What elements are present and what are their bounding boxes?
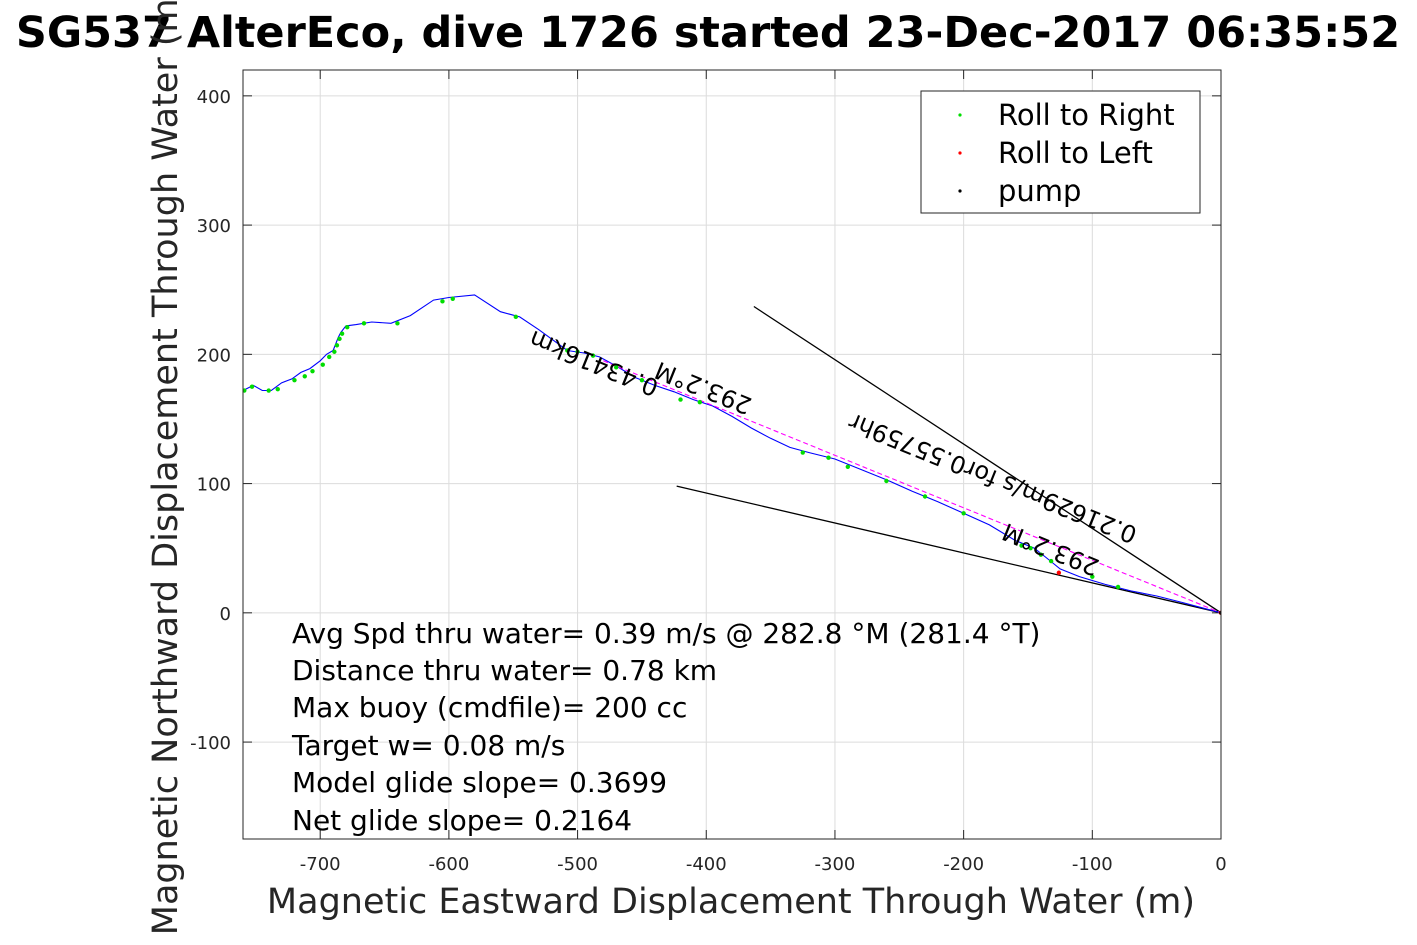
roll-right-point — [440, 299, 445, 304]
roll-right-point — [922, 494, 928, 499]
y-tick-label: 300 — [197, 216, 231, 237]
roll-right-point — [292, 377, 297, 383]
y-tick-label: 200 — [197, 345, 231, 366]
roll-right-point — [513, 314, 519, 320]
x-tick-label: -500 — [557, 854, 598, 875]
x-tick-label: -100 — [1072, 854, 1113, 875]
legend-label-pump: pump — [998, 174, 1081, 208]
roll-right-point — [243, 388, 247, 393]
roll-right-point — [332, 349, 337, 354]
roll-right-point — [590, 353, 596, 358]
roll-right-point — [575, 349, 580, 354]
roll-right-point — [1115, 584, 1121, 590]
y-tick-label: -100 — [190, 733, 231, 754]
roll-right-point — [1028, 546, 1033, 551]
roll-markers — [243, 296, 1221, 616]
roll-right-point — [345, 324, 350, 330]
roll-right-point — [961, 511, 966, 516]
x-axis-label: Magnetic Eastward Displacement Through W… — [267, 882, 1195, 922]
y-tick-label: 100 — [197, 475, 231, 496]
roll-right-point — [565, 348, 570, 353]
y-tick-label: 0 — [220, 604, 231, 625]
chart-title: SG537 AlterEco, dive 1726 started 23-Dec… — [16, 8, 1400, 58]
x-tick-label: -400 — [686, 854, 727, 875]
stat-distance: Distance thru water= 0.78 km — [292, 654, 717, 687]
stat-net-glide: Net glide slope= 0.2164 — [292, 804, 632, 837]
plot-frame — [242, 69, 1222, 840]
series-line-heading — [603, 360, 1221, 614]
roll-right-point — [613, 365, 619, 370]
roll-right-point — [266, 388, 271, 393]
roll-right-point — [337, 336, 342, 342]
heading-wedge — [676, 305, 1221, 614]
roll-right-point — [1019, 543, 1024, 548]
roll-right-point — [361, 321, 367, 326]
legend-label-roll-right: Roll to Right — [998, 98, 1175, 132]
stats-text-block: Avg Spd thru water= 0.39 m/s @ 282.8 °M … — [291, 617, 1040, 837]
y-axis-label: Magnetic Northward Displacement Through … — [146, 0, 186, 935]
roll-right-point — [327, 354, 332, 360]
roll-right-point — [884, 478, 889, 484]
roll-right-point — [320, 362, 325, 367]
roll-right-point — [845, 464, 851, 469]
roll-right-point — [339, 331, 345, 336]
roll-right-point — [395, 321, 400, 326]
legend-marker-roll-left — [958, 151, 962, 155]
x-tick-label: -200 — [943, 854, 984, 875]
stat-model-glide: Model glide slope= 0.3699 — [292, 766, 667, 799]
roll-right-point — [678, 397, 683, 402]
roll-right-point — [1048, 558, 1054, 564]
x-tick-label: -600 — [428, 854, 469, 875]
roll-right-point — [800, 450, 805, 455]
legend-box — [920, 90, 1201, 214]
legend-label-roll-left: Roll to Left — [998, 136, 1153, 170]
legend: Roll to Right Roll to Left pump — [920, 90, 1201, 214]
wedge-line-upper — [753, 305, 1221, 614]
roll-right-point — [310, 368, 315, 374]
x-tick-label: -700 — [300, 854, 341, 875]
wedge-line-lower — [676, 485, 1221, 614]
axis-ticks: -700 -600 -500 -400 -300 -200 -100 0 -100 0 100 200… — [190, 70, 1227, 875]
x-tick-label: -300 — [815, 854, 856, 875]
roll-right-point — [450, 296, 455, 301]
legend-marker-pump — [958, 189, 962, 193]
roll-right-point — [249, 384, 255, 389]
roll-left-point — [1056, 570, 1062, 575]
stat-target-w: Target w= 0.08 m/s — [291, 729, 565, 762]
legend-marker-roll-right — [958, 113, 962, 117]
roll-right-point — [302, 374, 307, 379]
roll-right-point — [334, 343, 340, 348]
stat-avg-speed: Avg Spd thru water= 0.39 m/s @ 282.8 °M … — [292, 617, 1040, 650]
roll-right-point — [826, 455, 831, 460]
roll-right-point — [1038, 552, 1044, 557]
roll-right-point — [275, 387, 280, 392]
y-tick-label: 400 — [197, 87, 231, 108]
roll-right-point — [639, 377, 645, 383]
roll-right-point — [697, 399, 703, 405]
x-tick-label: 0 — [1215, 854, 1226, 875]
stat-max-buoy: Max buoy (cmdfile)= 200 cc — [292, 691, 687, 724]
roll-right-point — [1090, 574, 1095, 579]
